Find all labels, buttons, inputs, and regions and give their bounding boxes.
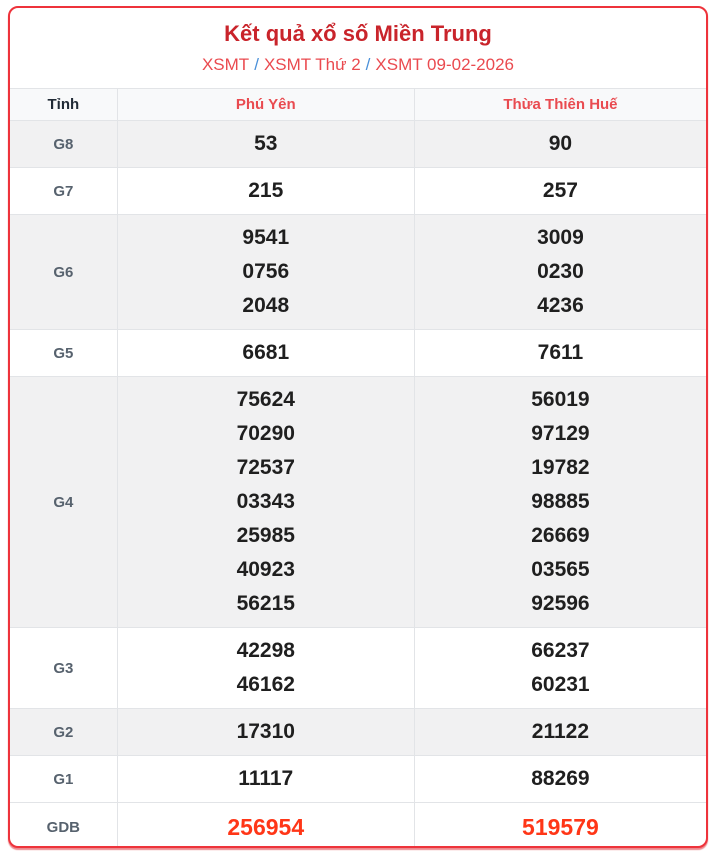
lottery-results-card: Kết quả xổ số Miền Trung XSMT / XSMT Thứ 2…: [8, 6, 708, 848]
results-table: Tỉnh Phú Yên Thừa Thiên Huế G8 53 90 G7 215 2…: [10, 88, 706, 846]
prize-cell: 17310: [116, 708, 415, 756]
prize-number: 53: [254, 132, 278, 155]
prize-number: 17310: [236, 720, 295, 743]
prize-number: 519579: [522, 814, 599, 840]
prize-cell: 257: [413, 167, 706, 215]
card-header: Kết quả xổ số Miền Trung XSMT / XSMT Thứ 2…: [10, 8, 706, 75]
prize-number: 11117: [238, 767, 294, 790]
column-header-province: Tỉnh: [10, 88, 118, 121]
prize-cell: 66237 60231: [413, 627, 706, 709]
prize-number: 66237: [531, 639, 590, 662]
prize-number: 60231: [531, 673, 590, 696]
breadcrumb-link-xsmt-weekday[interactable]: XSMT Thứ 2: [263, 55, 361, 74]
prize-label: G7: [10, 167, 118, 215]
prize-cell: 215: [116, 167, 415, 215]
column-header-phu-yen[interactable]: Phú Yên: [116, 88, 415, 121]
prize-number: 03565: [531, 558, 590, 581]
prize-number: 19782: [531, 456, 590, 479]
prize-cell: 56019 97129 19782 98885 26669 03565 92596: [413, 376, 706, 628]
prize-number: 75624: [236, 388, 295, 411]
prize-cell: 88269: [413, 755, 706, 803]
prize-number: 3009: [537, 226, 584, 249]
prize-number: 70290: [236, 422, 295, 445]
prize-label: G6: [10, 214, 118, 330]
table-row: G6 9541 0756 2048 3009 0230 4236: [10, 214, 706, 330]
breadcrumb-separator: /: [254, 55, 259, 74]
prize-number: 40923: [236, 558, 295, 581]
prize-cell: 519579: [413, 802, 706, 846]
table-header-row: Tỉnh Phú Yên Thừa Thiên Huế: [10, 88, 706, 121]
prize-number: 25985: [236, 524, 295, 547]
prize-number: 0756: [242, 260, 290, 283]
prize-number: 215: [248, 179, 284, 202]
table-row: G4 75624 70290 72537 03343 25985 40923 56215 560…: [10, 376, 706, 628]
prize-label: G3: [10, 627, 118, 709]
prize-label: G8: [10, 120, 118, 168]
prize-number: 46162: [236, 673, 295, 696]
prize-cell: 9541 0756 2048: [116, 214, 415, 330]
table-row: G3 42298 46162 66237 60231: [10, 627, 706, 709]
table-row: G7 215 257: [10, 167, 706, 215]
prize-label: G2: [10, 708, 118, 756]
prize-number: 88269: [531, 767, 590, 790]
prize-number: 2048: [242, 294, 290, 317]
prize-number: 4236: [537, 294, 584, 317]
prize-cell: 7611: [413, 329, 706, 377]
prize-number: 72537: [236, 456, 295, 479]
prize-number: 6681: [242, 341, 290, 364]
prize-label: G1: [10, 755, 118, 803]
prize-label: GDB: [10, 802, 118, 846]
breadcrumb-link-xsmt[interactable]: XSMT: [201, 55, 250, 74]
prize-number: 92596: [531, 592, 590, 615]
prize-label: G4: [10, 376, 118, 628]
prize-label: G5: [10, 329, 118, 377]
prize-number: 26669: [531, 524, 590, 547]
table-row: G1 11117 88269: [10, 755, 706, 803]
prize-cell: 42298 46162: [116, 627, 415, 709]
column-header-thua-thien-hue[interactable]: Thừa Thiên Huế: [413, 88, 706, 121]
prize-cell: 75624 70290 72537 03343 25985 40923 56215: [116, 376, 415, 628]
prize-cell: 256954: [116, 802, 415, 846]
prize-cell: 3009 0230 4236: [413, 214, 706, 330]
prize-number: 42298: [236, 639, 295, 662]
prize-cell: 90: [413, 120, 706, 168]
prize-cell: 21122: [413, 708, 706, 756]
prize-number: 256954: [227, 814, 305, 840]
table-row: G8 53 90: [10, 120, 706, 168]
breadcrumb: XSMT / XSMT Thứ 2/XSMT 09-02-2026: [10, 55, 706, 75]
prize-number: 257: [542, 179, 578, 202]
page-title: Kết quả xổ số Miền Trung: [224, 21, 492, 46]
prize-cell: 53: [116, 120, 415, 168]
prize-number: 7611: [537, 341, 584, 364]
prize-number: 97129: [531, 422, 590, 445]
breadcrumb-link-xsmt-date[interactable]: XSMT 09-02-2026: [375, 55, 515, 74]
prize-number: 98885: [531, 490, 590, 513]
prize-number: 56019: [531, 388, 590, 411]
prize-cell: 6681: [116, 329, 415, 377]
table-row: GDB 256954 519579: [10, 802, 706, 846]
prize-number: 03343: [236, 490, 295, 513]
prize-number: 21122: [531, 720, 590, 743]
prize-number: 90: [548, 132, 573, 155]
table-row: G2 17310 21122: [10, 708, 706, 756]
prize-number: 9541: [242, 226, 290, 249]
breadcrumb-separator: /: [365, 55, 371, 74]
table-row: G5 6681 7611: [10, 329, 706, 377]
prize-cell: 11117: [116, 755, 415, 803]
prize-number: 56215: [236, 592, 295, 615]
prize-number: 0230: [537, 260, 584, 283]
